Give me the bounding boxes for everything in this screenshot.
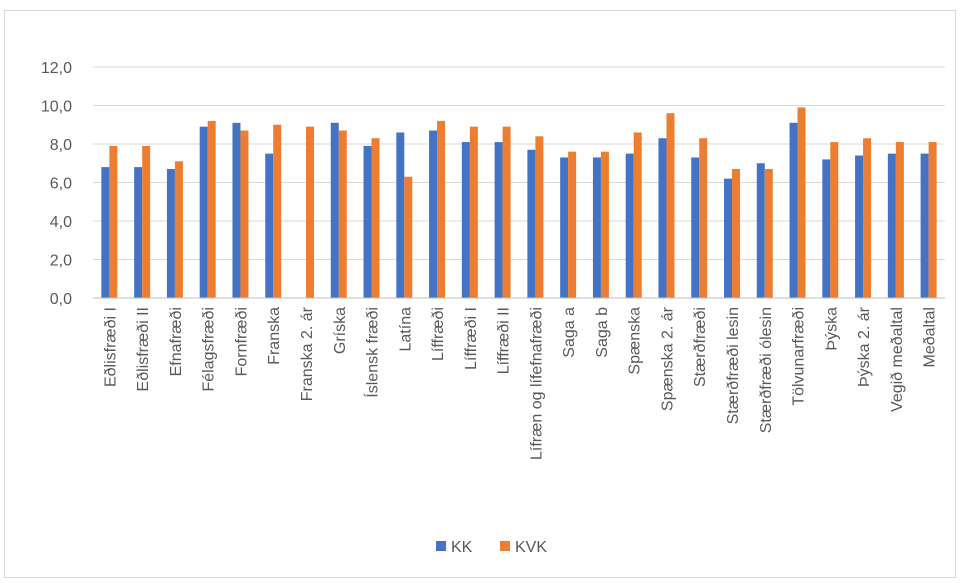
bar-kvk — [207, 120, 216, 299]
bar-kvk — [174, 161, 183, 298]
y-tick-label: 6,0 — [50, 176, 72, 193]
bar-kvk — [371, 138, 380, 298]
bar-kvk — [764, 169, 773, 298]
x-category-label: Tölvunarfræði — [791, 307, 808, 406]
gridlines — [93, 66, 945, 260]
bar-kk — [396, 132, 405, 298]
bar-kvk — [273, 124, 282, 298]
bar-kk — [232, 122, 241, 298]
x-category-label: Saga b — [594, 307, 611, 358]
bar-kk — [265, 153, 274, 298]
bar-kk — [625, 153, 634, 298]
legend-swatch-kk — [436, 541, 446, 551]
bar-kk — [592, 157, 601, 298]
bar-kk — [560, 157, 569, 298]
bar-kk — [429, 130, 438, 298]
bar-kk — [363, 145, 372, 298]
x-category-label: Líffræði — [430, 307, 447, 361]
x-category-label: Félagsfræði — [201, 307, 218, 391]
bar-kvk — [600, 151, 609, 298]
bar-kvk — [240, 130, 249, 298]
bar-kvk — [306, 126, 314, 298]
x-category-label: Franska — [266, 307, 283, 365]
bar-kvk — [863, 138, 872, 298]
bar-kvk — [732, 169, 740, 298]
legend-label-kvk: KVK — [515, 539, 547, 556]
bar-kvk — [142, 145, 151, 298]
bar-kvk — [338, 130, 347, 298]
x-category-label: Meðaltal — [922, 307, 939, 367]
x-category-label: Gríska — [332, 307, 349, 354]
bar-kvk — [895, 142, 904, 298]
x-category-label: Spænska — [627, 307, 644, 375]
x-category-label: Lífræn og lífefnafræði — [528, 307, 545, 460]
x-category-label: Eðlisfræði I — [102, 307, 119, 387]
bar-kk — [461, 142, 470, 298]
bar-kk — [330, 122, 339, 298]
y-tick-label: 8,0 — [50, 137, 72, 154]
x-category-label: Franska 2. ár — [299, 306, 316, 401]
x-category-label: Spænska 2. ár — [659, 306, 676, 411]
x-category-label: Stærðfræði lesin — [725, 307, 742, 424]
y-tick-label: 2,0 — [50, 253, 72, 270]
x-category-label: Fornfræði — [233, 307, 250, 376]
x-category-label: Þýska — [823, 307, 840, 351]
bar-kvk — [699, 138, 708, 298]
x-category-label: Þýska 2. ár — [856, 306, 873, 387]
x-category-label: Latína — [397, 307, 414, 352]
legend: KK KVK — [436, 539, 547, 556]
x-axis-categories: Eðlisfræði I Eðlisfræði II Efnafræði Félags… — [102, 306, 938, 460]
bar-kk — [101, 167, 110, 298]
bar-kvk — [928, 142, 937, 298]
x-category-label: Efnafræði — [168, 307, 185, 376]
bar-kk — [691, 157, 700, 298]
y-tick-label: 10,0 — [41, 99, 72, 116]
bar-kk — [199, 126, 208, 298]
bar-kk — [887, 153, 896, 298]
bar-kk — [920, 153, 929, 298]
bar-kk — [166, 169, 175, 298]
bar-kvk — [797, 107, 806, 298]
y-tick-label: 4,0 — [50, 214, 72, 231]
bar-kvk — [502, 126, 511, 298]
bar-kk — [527, 149, 536, 298]
bar-kvk — [469, 126, 478, 298]
bar-kvk — [633, 132, 642, 298]
x-category-label: Saga a — [561, 307, 578, 358]
x-category-label: Stærðfræði — [692, 307, 709, 387]
bar-kk — [855, 155, 864, 298]
bar-kvk — [404, 176, 413, 298]
bar-kvk — [568, 151, 577, 298]
bar-kvk — [109, 145, 118, 298]
x-category-label: Stærðfræði ólesin — [758, 307, 775, 433]
bar-kk — [134, 167, 143, 298]
y-tick-label: 0,0 — [50, 291, 72, 308]
x-category-label: Íslensk fræði — [363, 307, 382, 398]
bar-kvk — [666, 113, 675, 298]
x-category-label: Vegið meðaltal — [889, 307, 906, 412]
bar-kvk — [535, 136, 544, 298]
y-axis-ticks: 0,0 2,0 4,0 6,0 8,0 10,0 12,0 — [41, 60, 72, 308]
bar-kk — [789, 122, 798, 298]
bar-kk — [724, 178, 732, 298]
x-category-label: Líffræði I — [463, 307, 480, 370]
y-tick-label: 12,0 — [41, 60, 72, 77]
bar-kk — [822, 159, 831, 298]
legend-label-kk: KK — [451, 539, 473, 556]
legend-swatch-kvk — [500, 541, 510, 551]
x-category-label: Líffræði II — [496, 307, 513, 374]
x-category-label: Eðlisfræði II — [135, 307, 152, 391]
bar-kvk — [830, 142, 839, 298]
bar-kvk — [437, 120, 446, 299]
bars — [101, 107, 937, 299]
bar-kk — [658, 138, 667, 298]
bar-kk — [494, 142, 503, 298]
bar-kk — [756, 163, 765, 298]
